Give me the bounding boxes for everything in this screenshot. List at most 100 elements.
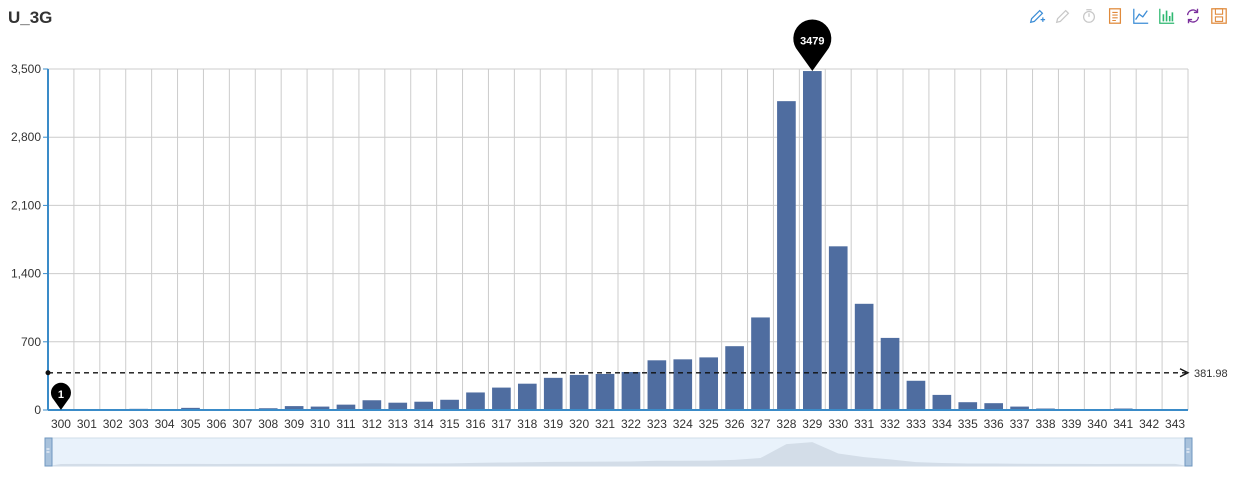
refresh-icon[interactable] <box>1183 6 1203 26</box>
bar-series <box>51 71 1185 411</box>
x-tick-label: 321 <box>595 417 615 431</box>
bar-323 <box>647 360 667 410</box>
data-zoom-slider[interactable] <box>44 437 1193 467</box>
x-tick-label: 301 <box>77 417 97 431</box>
bar-328 <box>777 101 796 410</box>
x-tick-label: 333 <box>906 417 926 431</box>
bar-310 <box>310 406 330 410</box>
y-tick-label: 2,100 <box>11 198 41 212</box>
bar-329 <box>802 71 822 411</box>
average-line-arrow <box>1179 368 1190 378</box>
bar-309 <box>284 406 304 410</box>
x-tick-label: 334 <box>932 417 952 431</box>
bar-325 <box>699 357 719 410</box>
mark-points: 3479 1 <box>50 19 832 410</box>
x-tick-label: 326 <box>725 417 745 431</box>
bar-chart-icon[interactable] <box>1157 6 1177 26</box>
bar-312 <box>362 400 382 410</box>
y-tick-label: 3,500 <box>11 62 41 76</box>
bar-313 <box>388 402 408 410</box>
save-image-icon[interactable] <box>1209 6 1229 26</box>
mark-point-max-pin <box>793 19 832 72</box>
line-chart-icon[interactable] <box>1131 6 1151 26</box>
restore-disabled-icon[interactable] <box>1079 6 1099 26</box>
x-tick-label: 306 <box>206 417 226 431</box>
bar-336 <box>984 403 1004 410</box>
x-tick-label: 307 <box>232 417 252 431</box>
bar-321 <box>595 373 615 410</box>
x-tick-label: 318 <box>517 417 537 431</box>
x-tick-label: 310 <box>310 417 330 431</box>
data-view-icon[interactable] <box>1105 6 1125 26</box>
x-tick-label: 338 <box>1035 417 1055 431</box>
x-tick-label: 343 <box>1165 417 1185 431</box>
x-tick-label: 308 <box>258 417 278 431</box>
bar-320 <box>569 374 589 410</box>
data-zoom-reset-icon[interactable] <box>1053 6 1073 26</box>
grid <box>47 68 1189 411</box>
y-tick-label: 2,800 <box>11 130 41 144</box>
x-tick-label: 341 <box>1113 417 1133 431</box>
y-tick-label: 1,400 <box>11 267 41 281</box>
bar-330 <box>828 246 848 410</box>
data-zoom-grip <box>1186 448 1190 453</box>
average-mark-line: 381.98 <box>45 368 1228 380</box>
x-tick-label: 335 <box>958 417 978 431</box>
bar-335 <box>958 402 978 410</box>
x-tick-label: 300 <box>51 417 71 431</box>
mark-point-max-label: 3479 <box>800 36 824 48</box>
y-tick-label: 0 <box>34 403 41 417</box>
x-tick-label: 323 <box>647 417 667 431</box>
data-zoom-icon[interactable] <box>1027 6 1047 26</box>
x-tick-label: 305 <box>180 417 200 431</box>
x-tick-label: 322 <box>621 417 641 431</box>
bar-332 <box>880 337 900 410</box>
bar-322 <box>621 372 641 410</box>
x-tick-label: 332 <box>880 417 900 431</box>
x-tick-label: 317 <box>491 417 511 431</box>
x-tick-label: 309 <box>284 417 304 431</box>
x-tick-label: 314 <box>414 417 434 431</box>
y-tick-label: 700 <box>21 335 41 349</box>
bar-311 <box>336 404 356 410</box>
x-tick-label: 325 <box>699 417 719 431</box>
x-tick-label: 302 <box>103 417 123 431</box>
x-tick-label: 328 <box>776 417 796 431</box>
x-tick-label: 324 <box>673 417 693 431</box>
bar-337 <box>1010 406 1029 410</box>
data-zoom-grip <box>46 448 50 453</box>
bar-319 <box>543 377 563 410</box>
x-tick-label: 342 <box>1139 417 1159 431</box>
bar-305 <box>181 407 200 410</box>
bar-314 <box>414 401 434 410</box>
x-tick-label: 319 <box>543 417 563 431</box>
x-tick-label: 327 <box>750 417 770 431</box>
bar-317 <box>492 387 511 410</box>
bar-333 <box>906 380 926 410</box>
x-tick-label: 315 <box>440 417 460 431</box>
x-tick-label: 329 <box>802 417 822 431</box>
x-axis: 300 301 302 303 304 305 306 307 308 309 310 311 312 3… <box>48 409 1188 431</box>
bar-327 <box>751 317 770 410</box>
x-tick-label: 330 <box>828 417 848 431</box>
x-tick-label: 337 <box>1010 417 1030 431</box>
toolbox <box>1027 6 1229 30</box>
bar-315 <box>440 399 459 410</box>
bar-334 <box>932 394 952 410</box>
chart-title: U_3G <box>8 8 53 27</box>
x-tick-label: 316 <box>465 417 485 431</box>
x-tick-label: 313 <box>388 417 408 431</box>
x-tick-label: 311 <box>336 417 355 431</box>
bar-318 <box>517 383 537 410</box>
y-axis: 0 700 1,400 2,100 2,800 3,500 <box>11 62 49 417</box>
x-tick-label: 304 <box>155 417 175 431</box>
x-tick-label: 303 <box>129 417 149 431</box>
mark-point-min: 1 <box>50 382 71 410</box>
average-line-label: 381.98 <box>1194 368 1228 380</box>
x-tick-label: 340 <box>1087 417 1107 431</box>
bar-326 <box>725 346 744 410</box>
bar-331 <box>854 303 874 410</box>
x-tick-label: 331 <box>854 417 874 431</box>
bar-324 <box>673 359 693 410</box>
